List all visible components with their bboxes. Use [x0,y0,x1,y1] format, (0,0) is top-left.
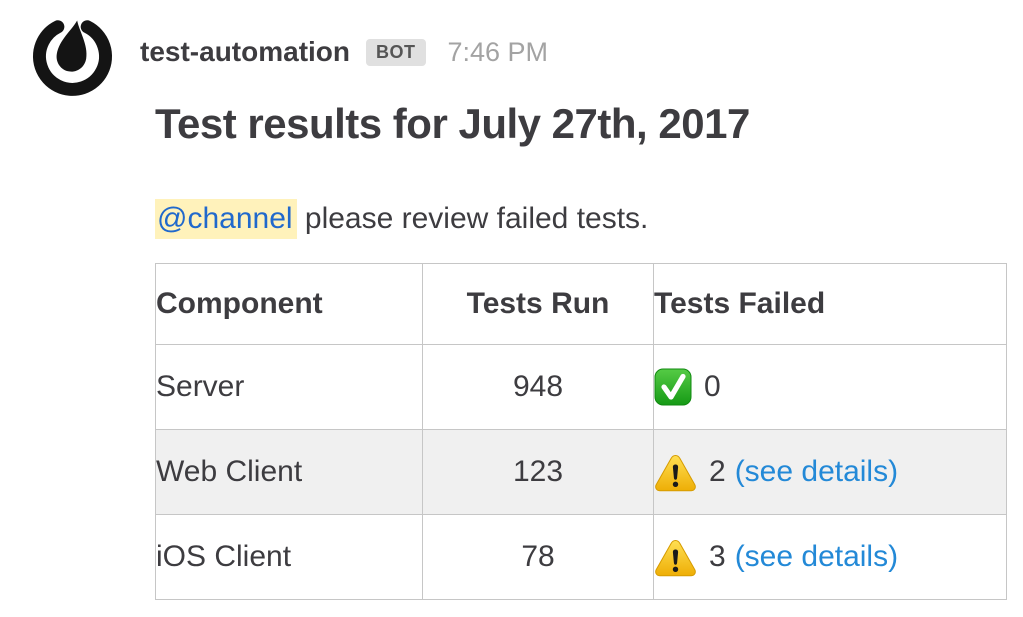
drop-logo-icon [32,16,113,96]
tests-run-cell: 123 [422,429,654,515]
message-header: test-automation BOT 7:46 PM [140,36,548,68]
bot-avatar[interactable] [26,8,119,101]
table-header-row: Component Tests Run Tests Failed [155,263,1007,345]
channel-mention[interactable]: @channel [155,199,297,239]
table-row: Web Client 123 [155,429,1007,515]
failed-count: 2 [709,455,726,488]
sender-username[interactable]: test-automation [140,36,350,67]
mention-line: @channel please review failed tests. [155,198,648,240]
header-tests-run: Tests Run [422,263,654,345]
bot-badge: BOT [366,38,426,66]
mention-text: please review failed tests. [296,202,649,235]
table-row: iOS Client 78 [155,514,1007,600]
component-cell: Server [155,344,423,430]
see-details-link[interactable]: (see details) [734,455,899,488]
message-timestamp[interactable]: 7:46 PM [447,36,549,67]
check-mark-emoji-icon [654,368,692,406]
warning-emoji-icon [654,538,697,577]
header-component: Component [155,263,423,345]
warning-emoji-icon [654,453,697,492]
table-row: Server 948 [155,344,1007,430]
message-title: Test results for July 27th, 2017 [155,100,750,147]
status-cell: 3 (see details) [654,538,1006,577]
tests-run-cell: 78 [422,514,654,600]
header-tests-failed: Tests Failed [653,263,1007,345]
test-results-table: Component Tests Run Tests Failed Server … [155,263,1007,600]
component-cell: Web Client [155,429,423,515]
status-cell: 2 (see details) [654,453,1006,492]
component-cell: iOS Client [155,514,423,600]
failed-count: 3 [709,540,726,573]
status-cell: 0 [654,368,1006,406]
see-details-link[interactable]: (see details) [734,540,899,573]
failed-count: 0 [704,370,721,403]
tests-run-cell: 948 [422,344,654,430]
